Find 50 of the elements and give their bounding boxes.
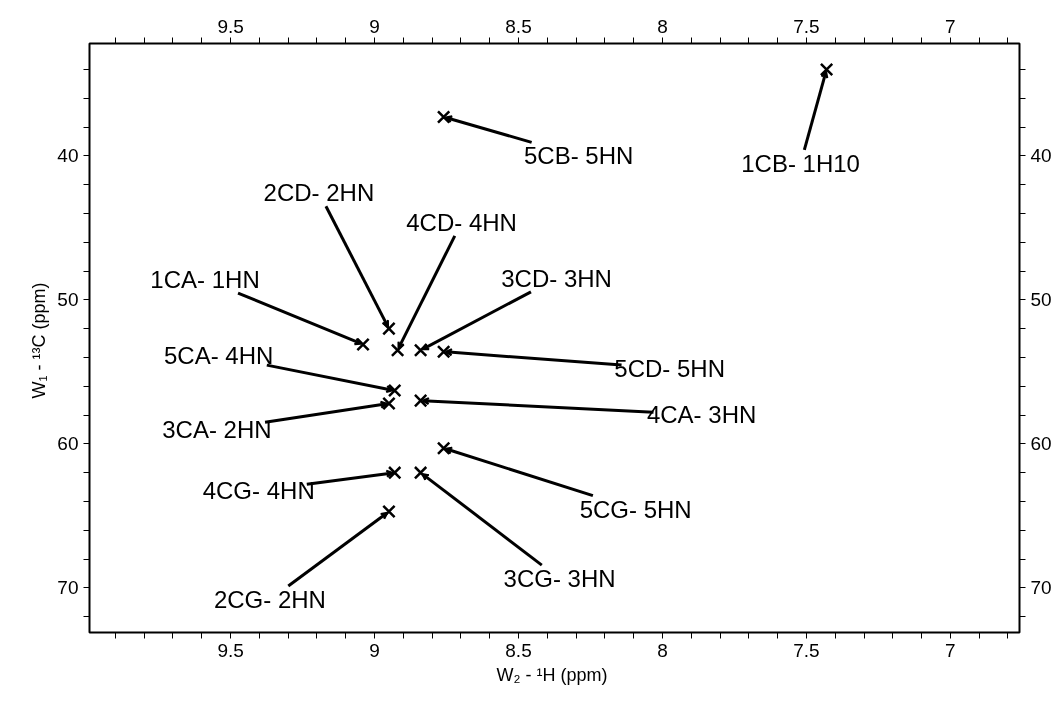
- y2-tick-label: 50: [1030, 289, 1052, 311]
- point: [436, 441, 451, 456]
- annotation: 4CD- 4HN: [406, 208, 517, 236]
- point: [382, 396, 396, 411]
- annotation: 5CD- 5HN: [614, 355, 725, 383]
- x2-tick-label: 7: [945, 639, 956, 661]
- annotation: 1CA- 1HN: [150, 265, 260, 293]
- annotation: 3CA- 2HN: [162, 416, 272, 444]
- annotation: 5CA- 4HN: [164, 342, 274, 370]
- annotation: 1CB- 1H10: [741, 149, 860, 177]
- annotation: 5CG- 5HN: [579, 495, 692, 523]
- point: [387, 465, 402, 480]
- x-tick-label: 8: [657, 15, 668, 37]
- x-tick-label: 7.5: [793, 15, 820, 37]
- annotation: 5CB- 5HN: [523, 142, 634, 170]
- x-tick-label: 7: [945, 15, 956, 37]
- annotation: 2CG- 2HN: [213, 586, 326, 614]
- x-tick-label: 9: [369, 15, 380, 37]
- point: [390, 343, 405, 358]
- point: [356, 337, 370, 352]
- x2-tick-label: 7.5: [793, 639, 820, 661]
- point: [436, 110, 451, 124]
- x2-tick-label: 8: [657, 639, 668, 661]
- y-tick-label: 40: [57, 145, 79, 167]
- point: [387, 383, 402, 398]
- annotation: 4CA- 3HN: [646, 401, 757, 429]
- y-tick-label: 70: [57, 577, 79, 599]
- y-axis-title: W₁ - ¹³C (ppm): [29, 282, 50, 399]
- point: [382, 321, 396, 336]
- x2-tick-label: 9.5: [217, 639, 244, 661]
- annotation: 3CD- 3HN: [501, 264, 612, 292]
- annotation: 3CG- 3HN: [503, 565, 616, 593]
- y-tick-label: 60: [57, 433, 79, 455]
- annotation: 2CD- 2HN: [263, 179, 375, 207]
- y2-tick-label: 40: [1030, 145, 1052, 167]
- x-tick-label: 9.5: [217, 15, 244, 37]
- x-axis-title: W₂ - ¹H (ppm): [496, 664, 608, 685]
- x2-tick-label: 8.5: [505, 639, 532, 661]
- y2-tick-label: 70: [1030, 577, 1052, 599]
- point: [436, 344, 451, 359]
- point: [382, 504, 396, 519]
- point: [819, 62, 834, 77]
- annotation: 4CG- 4HN: [202, 477, 315, 505]
- point: [413, 343, 428, 358]
- x-tick-label: 8.5: [505, 15, 532, 37]
- y2-tick-label: 60: [1030, 433, 1052, 455]
- point: [413, 393, 428, 408]
- y-tick-label: 50: [57, 289, 79, 311]
- point: [413, 465, 428, 480]
- x2-tick-label: 9: [369, 639, 380, 661]
